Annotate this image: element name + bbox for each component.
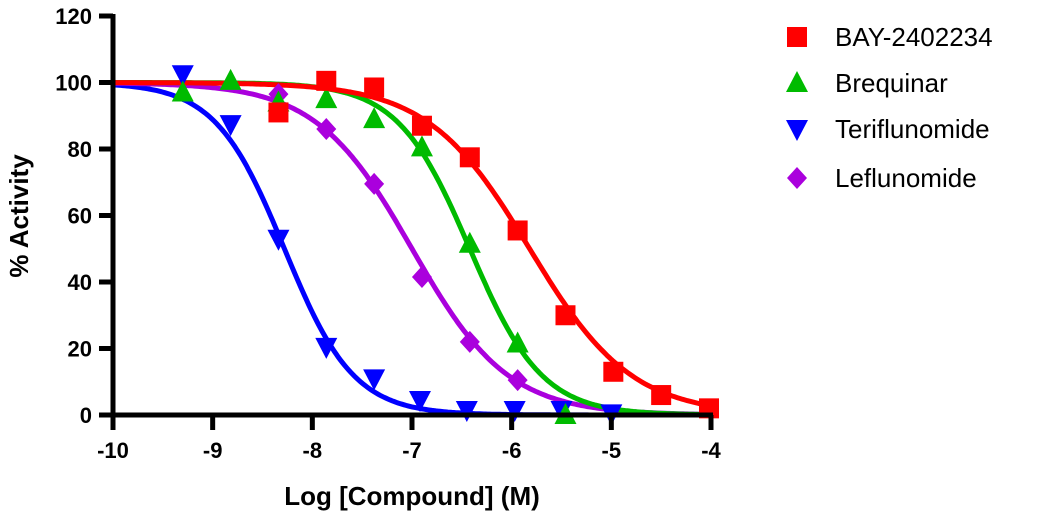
legend-marker — [787, 167, 807, 189]
data-point — [507, 369, 528, 392]
data-points — [171, 65, 720, 426]
data-point — [603, 361, 624, 382]
legend: BAY-2402234 Brequinar Teriflunomide Lefluno… — [786, 22, 993, 193]
x-tick-label: -8 — [303, 438, 323, 463]
data-point — [555, 305, 576, 326]
data-point — [363, 107, 386, 129]
data-point — [268, 102, 289, 123]
data-point — [506, 331, 529, 353]
data-point — [363, 369, 386, 391]
x-tick-label: -5 — [602, 438, 622, 463]
legend-marker — [786, 120, 808, 141]
ticks: -10 -9 -8 -7 -6 -5 -4 0 20 40 60 80 100 120 — [55, 4, 721, 463]
y-tick-label: 20 — [68, 337, 92, 362]
data-point — [315, 337, 338, 359]
data-point — [316, 118, 337, 141]
y-tick-label: 0 — [80, 403, 92, 428]
axes — [110, 14, 713, 418]
legend-marker — [787, 27, 807, 47]
legend-label: BAY-2402234 — [835, 22, 993, 52]
legend-item: Brequinar — [786, 68, 948, 98]
data-point — [171, 80, 194, 102]
data-point — [364, 172, 385, 195]
x-tick-label: -6 — [502, 438, 522, 463]
y-tick-label: 60 — [68, 204, 92, 229]
y-tick-label: 40 — [68, 270, 92, 295]
x-axis-label: Log [Compound] (M) — [284, 481, 540, 511]
y-tick-label: 100 — [55, 71, 92, 96]
y-tick-label: 80 — [68, 137, 92, 162]
data-point — [459, 330, 480, 353]
data-point — [171, 65, 194, 87]
y-axis-label: % Activity — [4, 154, 34, 278]
legend-item: Leflunomide — [787, 163, 977, 193]
legend-item: Teriflunomide — [786, 114, 990, 144]
data-point — [411, 115, 432, 136]
legend-label: Leflunomide — [835, 163, 977, 193]
data-point — [503, 401, 526, 423]
legend-label: Brequinar — [835, 68, 948, 98]
legend-marker — [786, 71, 808, 92]
data-point — [219, 68, 242, 90]
legend-item: BAY-2402234 — [787, 22, 993, 52]
data-point — [651, 385, 672, 406]
data-point — [267, 229, 290, 251]
x-tick-label: -9 — [203, 438, 223, 463]
x-tick-label: -10 — [97, 438, 129, 463]
data-point — [459, 147, 480, 168]
fit-curve-bay-2402234 — [113, 80, 712, 409]
legend-label: Teriflunomide — [835, 114, 990, 144]
data-point — [364, 77, 385, 98]
data-point — [316, 70, 337, 91]
data-point — [458, 231, 481, 253]
data-point — [408, 391, 431, 413]
data-point — [507, 220, 528, 241]
x-tick-label: -7 — [402, 438, 422, 463]
data-point — [411, 266, 432, 289]
data-point — [219, 115, 242, 137]
x-tick-label: -4 — [701, 438, 721, 463]
y-tick-label: 120 — [55, 4, 92, 29]
data-point — [410, 135, 433, 157]
data-point — [315, 87, 338, 109]
data-point — [455, 401, 478, 423]
